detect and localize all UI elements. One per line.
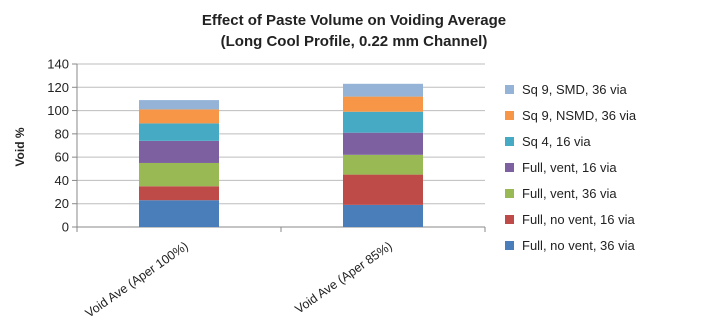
legend-swatch bbox=[505, 111, 514, 120]
bar-segment bbox=[139, 162, 219, 187]
bar-segment bbox=[343, 204, 423, 227]
chart-title: Effect of Paste Volume on Voiding Averag… bbox=[202, 12, 506, 29]
legend: Sq 9, SMD, 36 via Sq 9, NSMD, 36 via Sq 4,… bbox=[505, 82, 637, 253]
y-axis-label: Void % bbox=[13, 127, 27, 166]
bar-segment bbox=[139, 109, 219, 124]
bar-segment bbox=[343, 132, 423, 155]
y-tick-label: 100 bbox=[47, 103, 69, 118]
bar-segment bbox=[343, 111, 423, 133]
legend-label: Full, no vent, 36 via bbox=[522, 238, 635, 253]
legend-label: Sq 9, NSMD, 36 via bbox=[522, 108, 637, 123]
bar-segment bbox=[139, 140, 219, 163]
bar-segment bbox=[343, 154, 423, 175]
y-tick-label: 0 bbox=[62, 220, 69, 235]
legend-label: Full, vent, 16 via bbox=[522, 160, 617, 175]
legend-label: Sq 4, 16 via bbox=[522, 134, 591, 149]
y-tick-label: 140 bbox=[47, 57, 69, 72]
chart-subtitle: (Long Cool Profile, 0.22 mm Channel) bbox=[221, 33, 488, 50]
bar-segment bbox=[139, 200, 219, 227]
legend-swatch bbox=[505, 241, 514, 250]
gridlines bbox=[77, 63, 485, 205]
bar-segment bbox=[343, 96, 423, 112]
bars bbox=[139, 83, 423, 227]
x-tick-label: Void Ave (Aper 100%) bbox=[83, 239, 191, 320]
y-tick-label: 60 bbox=[55, 150, 69, 165]
y-tick-label: 20 bbox=[55, 196, 69, 211]
bar-segment bbox=[343, 83, 423, 97]
legend-swatch bbox=[505, 85, 514, 94]
legend-label: Full, vent, 36 via bbox=[522, 186, 617, 201]
bar-segment bbox=[139, 123, 219, 141]
bar-segment bbox=[139, 186, 219, 201]
legend-label: Full, no vent, 16 via bbox=[522, 212, 635, 227]
legend-swatch bbox=[505, 189, 514, 198]
legend-swatch bbox=[505, 137, 514, 146]
y-tick-label: 120 bbox=[47, 80, 69, 95]
legend-swatch bbox=[505, 163, 514, 172]
legend-label: Sq 9, SMD, 36 via bbox=[522, 82, 628, 97]
bar-segment bbox=[343, 174, 423, 205]
x-tick-label: Void Ave (Aper 85%) bbox=[292, 239, 394, 317]
y-tick-label: 40 bbox=[55, 173, 69, 188]
bar-segment bbox=[139, 100, 219, 110]
legend-swatch bbox=[505, 215, 514, 224]
y-tick-label: 80 bbox=[55, 126, 69, 141]
